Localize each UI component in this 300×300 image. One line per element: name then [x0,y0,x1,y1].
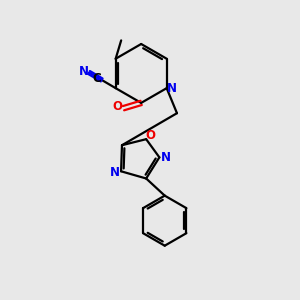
Text: O: O [112,100,122,113]
Text: N: N [167,82,177,95]
Text: N: N [161,151,171,164]
Text: N: N [79,65,89,78]
Text: O: O [145,129,155,142]
Text: C: C [92,72,101,85]
Text: N: N [110,166,120,179]
